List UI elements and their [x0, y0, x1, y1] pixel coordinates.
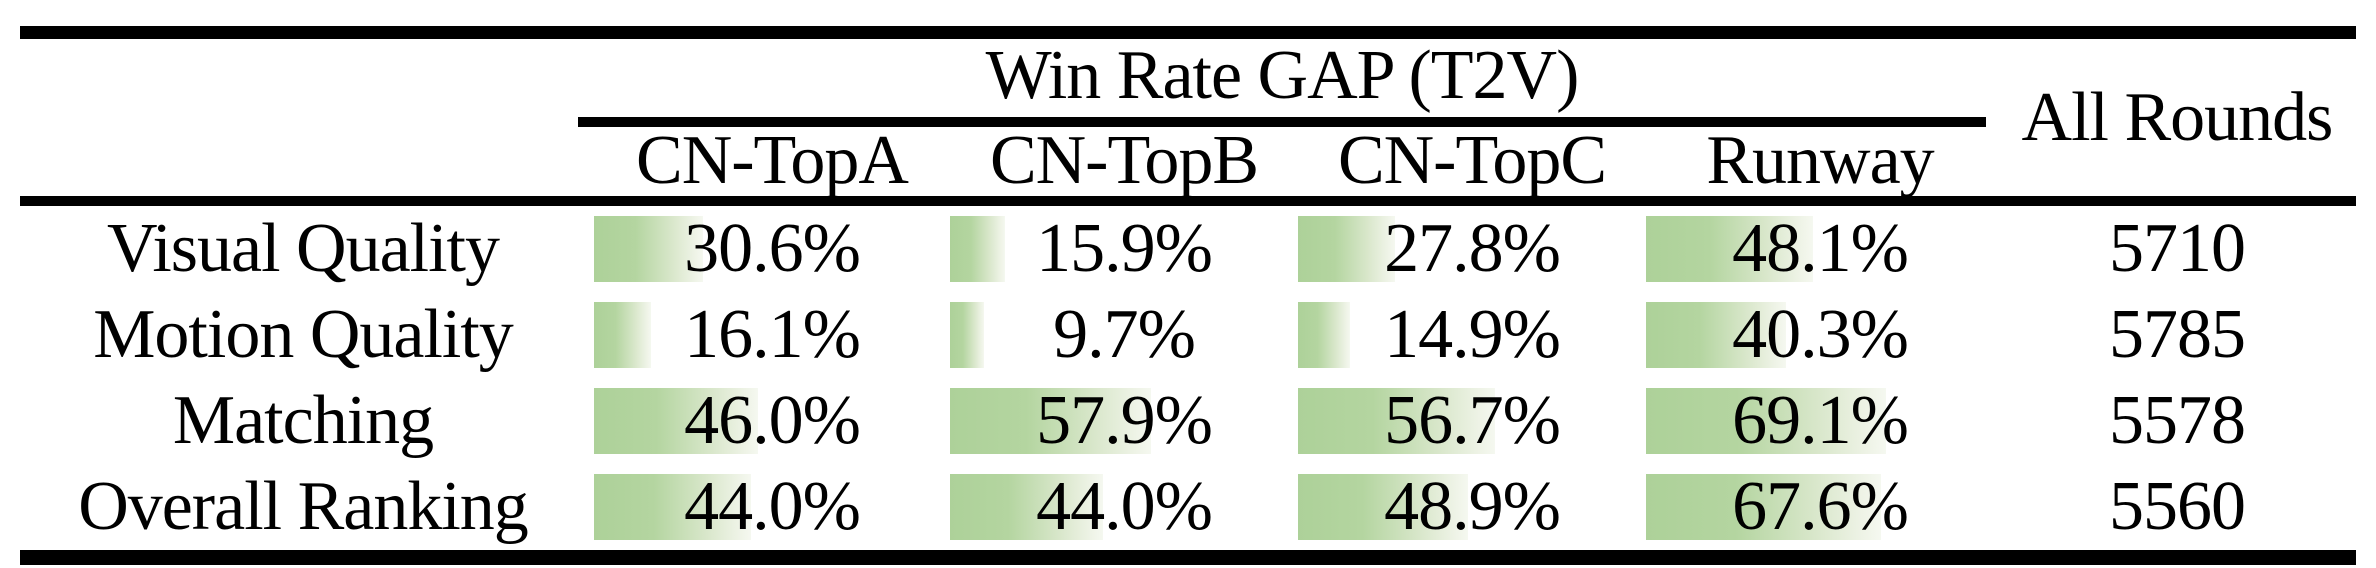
win-rate-bar: [950, 302, 984, 368]
win-rate-bar: [594, 388, 758, 454]
win-rate-cell: 9.7%: [950, 292, 1298, 378]
win-rate-cell: 46.0%: [594, 378, 950, 464]
win-rate-bar: [1298, 216, 1395, 282]
win-rate-value: 56.7%: [1384, 382, 1561, 459]
win-rate-value: 16.1%: [684, 296, 861, 373]
win-rate-cell: 40.3%: [1646, 292, 1994, 378]
table-row: Motion Quality 16.1% 9.7% 14.9% 40.3% 57…: [0, 292, 2376, 378]
table-row: Overall Ranking 44.0% 44.0% 48.9% 67.6% …: [0, 464, 2376, 550]
win-rate-cell: 44.0%: [594, 464, 950, 550]
win-rate-value: 40.3%: [1732, 296, 1909, 373]
group-header-win-rate-gap: Win Rate GAP (T2V): [985, 37, 1580, 114]
win-rate-bar: [1646, 302, 1787, 368]
win-rate-bar: [950, 216, 1006, 282]
row-label: Overall Ranking: [78, 468, 529, 545]
win-rate-value: 30.6%: [684, 210, 861, 287]
win-rate-value: 9.7%: [1053, 296, 1196, 373]
win-rate-value: 48.1%: [1732, 210, 1909, 287]
win-rate-value: 14.9%: [1384, 296, 1561, 373]
win-rate-cell: 16.1%: [594, 292, 950, 378]
win-rate-cell: 69.1%: [1646, 378, 1994, 464]
row-label: Visual Quality: [106, 210, 500, 287]
column-header-runway: Runway: [1706, 122, 1934, 199]
win-rate-cell: 27.8%: [1298, 206, 1646, 292]
all-rounds-value: 5710: [2109, 210, 2246, 287]
win-rate-bar: [594, 302, 652, 368]
bottom-rule: [20, 550, 2356, 565]
row-label: Matching: [172, 382, 434, 459]
column-header-cn-topb: CN-TopB: [989, 122, 1259, 199]
win-rate-bar: [1646, 388, 1887, 454]
win-rate-bar: [594, 474, 751, 540]
row-label: Motion Quality: [93, 296, 514, 373]
win-rate-bar: [594, 216, 703, 282]
column-header-all-rounds: All Rounds: [2021, 78, 2334, 156]
win-rate-cell: 14.9%: [1298, 292, 1646, 378]
win-rate-bar: [950, 388, 1152, 454]
win-rate-bar: [1646, 474, 1882, 540]
all-rounds-value: 5785: [2109, 296, 2246, 373]
win-rate-bar: [1646, 216, 1814, 282]
column-header-cn-topa: CN-TopA: [636, 122, 909, 199]
win-rate-cell: 57.9%: [950, 378, 1298, 464]
all-rounds-value: 5560: [2109, 468, 2246, 545]
group-header-rule: [578, 117, 1986, 127]
table-row: Visual Quality 30.6% 15.9% 27.8% 48.1% 5…: [0, 206, 2376, 292]
win-rate-bar: [1298, 474, 1469, 540]
win-rate-value: 48.9%: [1384, 468, 1561, 545]
header-body-rule: [20, 196, 2356, 206]
win-rate-cell: 48.1%: [1646, 206, 1994, 292]
win-rate-value: 67.6%: [1732, 468, 1909, 545]
top-rule: [20, 26, 2356, 39]
win-rate-value: 27.8%: [1384, 210, 1561, 287]
all-rounds-value: 5578: [2109, 382, 2246, 459]
win-rate-value: 57.9%: [1036, 382, 1213, 459]
win-rate-cell: 48.9%: [1298, 464, 1646, 550]
win-rate-cell: 30.6%: [594, 206, 950, 292]
table-row: Matching 46.0% 57.9% 56.7% 69.1% 5578: [0, 378, 2376, 464]
win-rate-value: 44.0%: [684, 468, 861, 545]
win-rate-bar: [1298, 388, 1496, 454]
win-rate-value: 69.1%: [1732, 382, 1909, 459]
win-rate-cell: 15.9%: [950, 206, 1298, 292]
win-rate-cell: 44.0%: [950, 464, 1298, 550]
win-rate-bar: [1298, 302, 1350, 368]
win-rate-cell: 67.6%: [1646, 464, 1994, 550]
win-rate-value: 46.0%: [684, 382, 861, 459]
column-header-cn-topc: CN-TopC: [1337, 122, 1607, 199]
win-rate-cell: 56.7%: [1298, 378, 1646, 464]
win-rate-value: 15.9%: [1036, 210, 1213, 287]
win-rate-value: 44.0%: [1036, 468, 1213, 545]
win-rate-bar: [950, 474, 1104, 540]
